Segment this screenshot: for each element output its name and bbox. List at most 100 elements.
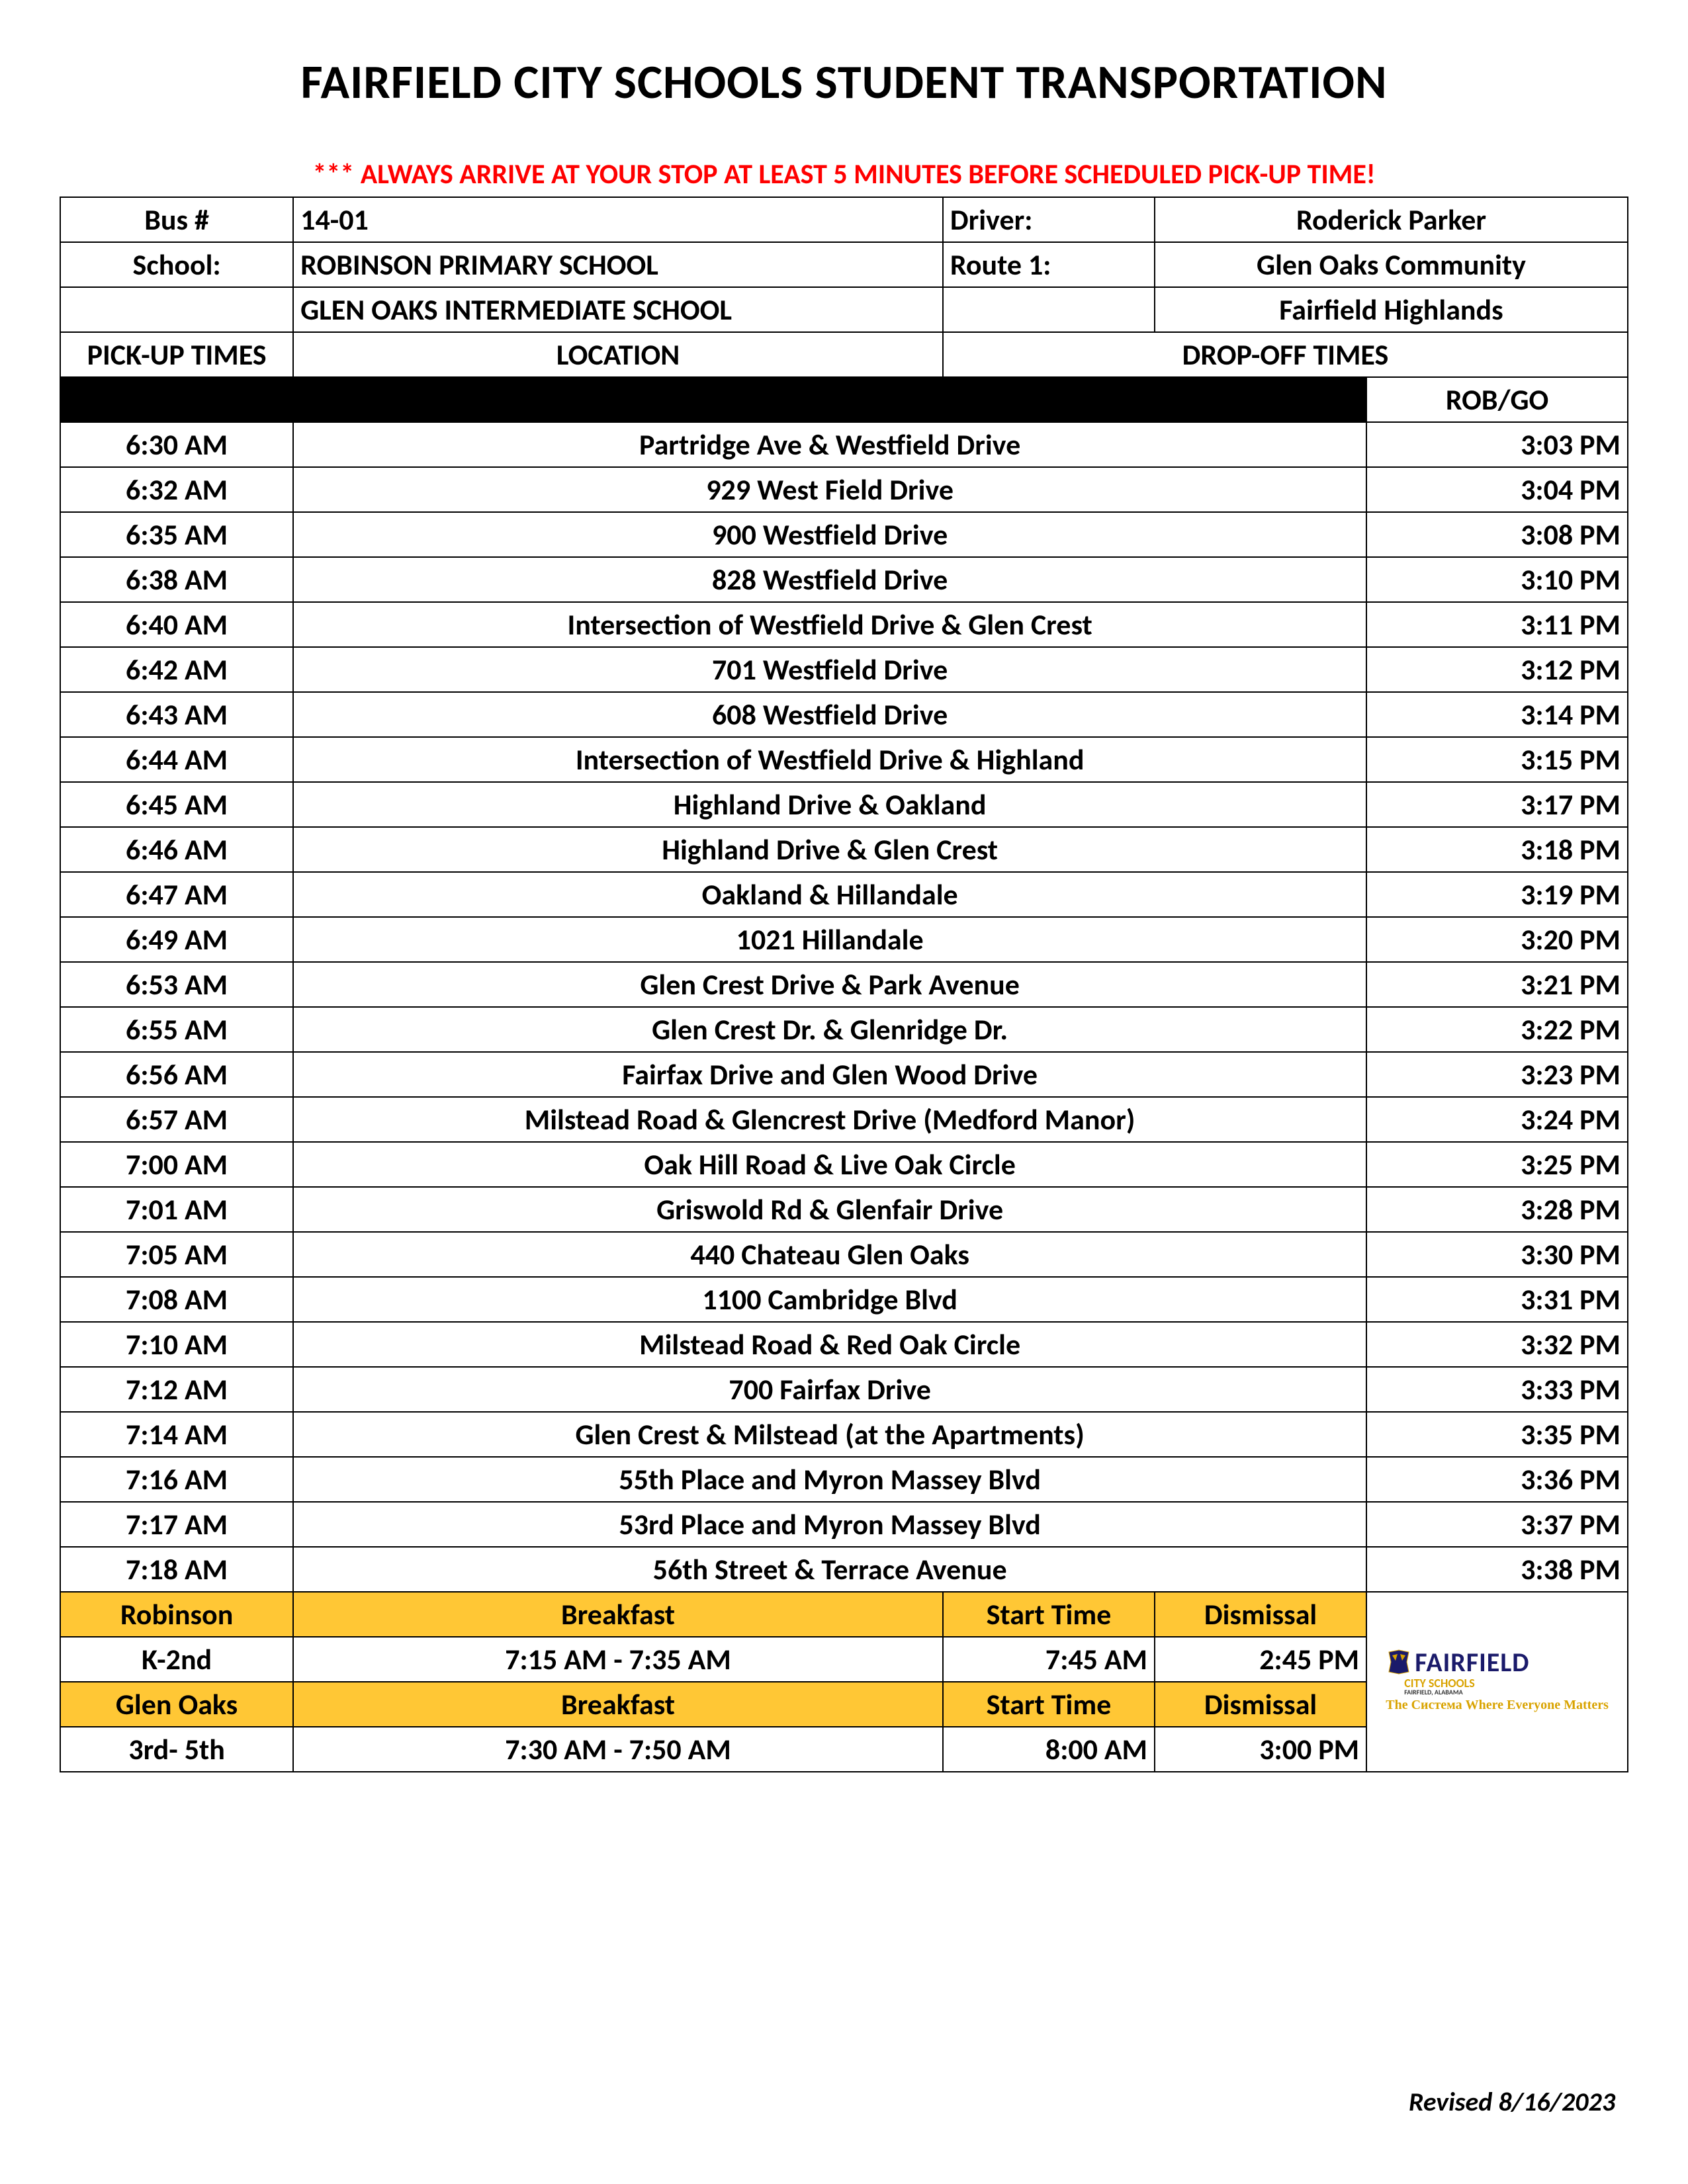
stop-row: 6:56 AMFairfax Drive and Glen Wood Drive…: [60, 1052, 1628, 1097]
dropoff-time: 3:11 PM: [1366, 602, 1628, 647]
dropoff-time: 3:35 PM: [1366, 1412, 1628, 1457]
dropoff-time: 3:12 PM: [1366, 647, 1628, 692]
pickup-time: 6:57 AM: [60, 1097, 293, 1142]
robinson-dismissal: 2:45 PM: [1155, 1637, 1366, 1682]
stop-location: Partridge Ave & Westfield Drive: [293, 422, 1366, 467]
stop-location: 55th Place and Myron Massey Blvd: [293, 1457, 1366, 1502]
stop-row: 7:16 AM55th Place and Myron Massey Blvd3…: [60, 1457, 1628, 1502]
glenoaks-start: 8:00 AM: [943, 1727, 1155, 1772]
dropoff-time: 3:04 PM: [1366, 467, 1628, 512]
glenoaks-dismissal: 3:00 PM: [1155, 1727, 1366, 1772]
start-time-label-2: Start Time: [943, 1682, 1155, 1727]
dropoff-time: 3:37 PM: [1366, 1502, 1628, 1547]
stop-row: 6:35 AM900 Westfield Drive3:08 PM: [60, 512, 1628, 557]
pickup-times-label: PICK-UP TIMES: [60, 332, 293, 377]
stop-location: Milstead Road & Red Oak Circle: [293, 1322, 1366, 1367]
school-label: School:: [60, 242, 293, 287]
dropoff-time: 3:25 PM: [1366, 1142, 1628, 1187]
driver-value: Roderick Parker: [1155, 197, 1628, 242]
pickup-time: 6:49 AM: [60, 917, 293, 962]
dropoff-time: 3:32 PM: [1366, 1322, 1628, 1367]
bus-label: Bus #: [60, 197, 293, 242]
black-divider-row: ROB/GO: [60, 377, 1628, 422]
pickup-time: 6:40 AM: [60, 602, 293, 647]
breakfast-label: Breakfast: [293, 1592, 943, 1637]
empty-cell: [943, 287, 1155, 332]
pickup-time: 6:32 AM: [60, 467, 293, 512]
stop-location: 828 Westfield Drive: [293, 557, 1366, 602]
stop-location: 701 Westfield Drive: [293, 647, 1366, 692]
header-row-columns: PICK-UP TIMES LOCATION DROP-OFF TIMES: [60, 332, 1628, 377]
pickup-time: 6:38 AM: [60, 557, 293, 602]
warning-text: *** ALWAYS ARRIVE AT YOUR STOP AT LEAST …: [60, 157, 1628, 191]
stop-row: 6:42 AM701 Westfield Drive3:12 PM: [60, 647, 1628, 692]
driver-label: Driver:: [943, 197, 1155, 242]
page-title: FAIRFIELD CITY SCHOOLS STUDENT TRANSPORT…: [60, 53, 1628, 111]
route2-value: Fairfield Highlands: [1155, 287, 1628, 332]
route1-value: Glen Oaks Community: [1155, 242, 1628, 287]
stop-row: 6:57 AMMilstead Road & Glencrest Drive (…: [60, 1097, 1628, 1142]
stop-row: 6:44 AMIntersection of Westfield Drive &…: [60, 737, 1628, 782]
school-value: ROBINSON PRIMARY SCHOOL: [293, 242, 943, 287]
start-time-label: Start Time: [943, 1592, 1155, 1637]
logo-line3: FAIRFIELD, ALABAMA: [1404, 1689, 1609, 1696]
logo-line1: FAIRFIELD: [1415, 1649, 1529, 1676]
pickup-time: 7:05 AM: [60, 1232, 293, 1277]
stop-location: Glen Crest Dr. & Glenridge Dr.: [293, 1007, 1366, 1052]
stops-body: 6:30 AMPartridge Ave & Westfield Drive3:…: [60, 422, 1628, 1592]
pickup-time: 7:17 AM: [60, 1502, 293, 1547]
stop-location: Highland Drive & Oakland: [293, 782, 1366, 827]
stop-location: 900 Westfield Drive: [293, 512, 1366, 557]
stop-row: 6:45 AMHighland Drive & Oakland3:17 PM: [60, 782, 1628, 827]
header-row-bus: Bus # 14-01 Driver: Roderick Parker: [60, 197, 1628, 242]
stop-location: 608 Westfield Drive: [293, 692, 1366, 737]
schedule-table: Bus # 14-01 Driver: Roderick Parker Scho…: [60, 197, 1628, 1772]
stop-row: 6:30 AMPartridge Ave & Westfield Drive3:…: [60, 422, 1628, 467]
pickup-time: 7:18 AM: [60, 1547, 293, 1592]
pickup-time: 6:44 AM: [60, 737, 293, 782]
dismissal-label-2: Dismissal: [1155, 1682, 1366, 1727]
rob-go-label: ROB/GO: [1366, 377, 1628, 422]
stop-row: 7:14 AMGlen Crest & Milstead (at the Apa…: [60, 1412, 1628, 1457]
pickup-time: 6:53 AM: [60, 962, 293, 1007]
stop-location: Intersection of Westfield Drive & Glen C…: [293, 602, 1366, 647]
stop-row: 6:32 AM929 West Field Drive3:04 PM: [60, 467, 1628, 512]
glenoaks-breakfast: 7:30 AM - 7:50 AM: [293, 1727, 943, 1772]
pickup-time: 7:14 AM: [60, 1412, 293, 1457]
route1-label: Route 1:: [943, 242, 1155, 287]
stop-row: 7:10 AMMilstead Road & Red Oak Circle3:3…: [60, 1322, 1628, 1367]
stop-location: Oak Hill Road & Live Oak Circle: [293, 1142, 1366, 1187]
logo-tagline: The Система Where Everyone Matters: [1386, 1698, 1609, 1712]
location-label: LOCATION: [293, 332, 943, 377]
pickup-time: 7:16 AM: [60, 1457, 293, 1502]
dropoff-time: 3:36 PM: [1366, 1457, 1628, 1502]
breakfast-label-2: Breakfast: [293, 1682, 943, 1727]
stop-row: 6:43 AM608 Westfield Drive3:14 PM: [60, 692, 1628, 737]
stop-location: Glen Crest Drive & Park Avenue: [293, 962, 1366, 1007]
pickup-time: 7:01 AM: [60, 1187, 293, 1232]
stop-location: Glen Crest & Milstead (at the Apartments…: [293, 1412, 1366, 1457]
stop-location: 1021 Hillandale: [293, 917, 1366, 962]
tiger-icon: [1386, 1649, 1412, 1680]
robinson-label: Robinson: [60, 1592, 293, 1637]
dropoff-time: 3:08 PM: [1366, 512, 1628, 557]
stop-location: Highland Drive & Glen Crest: [293, 827, 1366, 872]
dropoff-time: 3:24 PM: [1366, 1097, 1628, 1142]
pickup-time: 7:08 AM: [60, 1277, 293, 1322]
stop-location: 929 West Field Drive: [293, 467, 1366, 512]
pickup-time: 7:10 AM: [60, 1322, 293, 1367]
stop-row: 7:01 AMGriswold Rd & Glenfair Drive3:28 …: [60, 1187, 1628, 1232]
stop-row: 6:46 AMHighland Drive & Glen Crest3:18 P…: [60, 827, 1628, 872]
header-row-school2: GLEN OAKS INTERMEDIATE SCHOOL Fairfield …: [60, 287, 1628, 332]
stop-row: 6:40 AMIntersection of Westfield Drive &…: [60, 602, 1628, 647]
stop-row: 6:38 AM828 Westfield Drive3:10 PM: [60, 557, 1628, 602]
stop-row: 7:18 AM56th Street & Terrace Avenue3:38 …: [60, 1547, 1628, 1592]
dropoff-time: 3:18 PM: [1366, 827, 1628, 872]
dropoff-time: 3:15 PM: [1366, 737, 1628, 782]
dropoff-time: 3:23 PM: [1366, 1052, 1628, 1097]
dropoff-time: 3:31 PM: [1366, 1277, 1628, 1322]
stop-row: 7:12 AM700 Fairfax Drive3:33 PM: [60, 1367, 1628, 1412]
stop-row: 6:47 AMOakland & Hillandale3:19 PM: [60, 872, 1628, 917]
pickup-time: 6:47 AM: [60, 872, 293, 917]
stop-location: Oakland & Hillandale: [293, 872, 1366, 917]
